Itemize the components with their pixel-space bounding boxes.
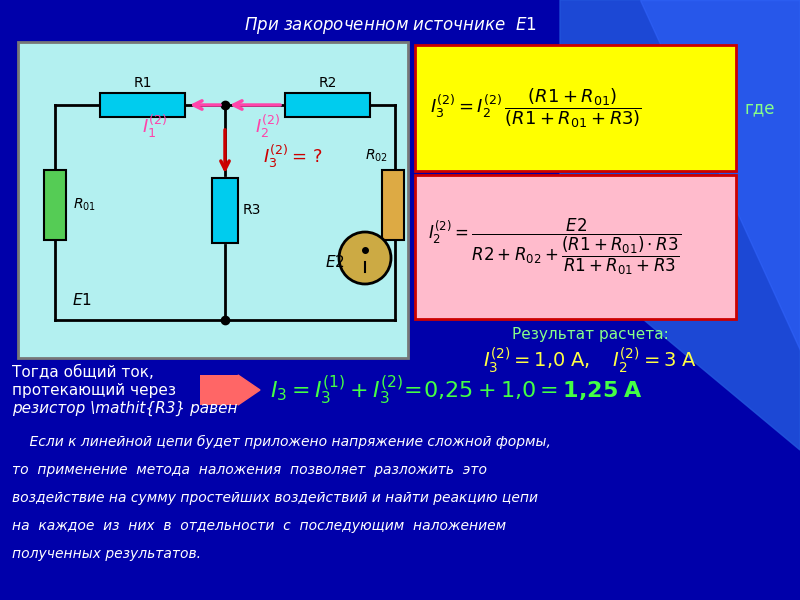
Text: $E1$: $E1$ bbox=[72, 292, 92, 308]
Text: на  каждое  из  них  в  отдельности  с  последующим  наложением: на каждое из них в отдельности с последу… bbox=[12, 519, 506, 533]
Text: $\mathit{I}_3^{(2)} = 1{,}0\;\mathrm{А},\quad \mathit{I}_2^{(2)} = 3\;\mathrm{А}: $\mathit{I}_3^{(2)} = 1{,}0\;\mathrm{А},… bbox=[483, 345, 697, 375]
FancyBboxPatch shape bbox=[382, 170, 404, 240]
Text: резистор \mathit{R3} равен: резистор \mathit{R3} равен bbox=[12, 400, 238, 416]
Text: $\mathit{I}_1^{(2)}$: $\mathit{I}_1^{(2)}$ bbox=[142, 113, 168, 140]
Text: $R_{01}$: $R_{01}$ bbox=[73, 197, 96, 213]
FancyBboxPatch shape bbox=[212, 178, 238, 243]
Text: $I_2^{(2)} = \dfrac{E2}{R2+R_{02}+\dfrac{(R1+R_{01})\cdot R3}{R1+R_{01}+R3}}$: $I_2^{(2)} = \dfrac{E2}{R2+R_{02}+\dfrac… bbox=[428, 217, 682, 277]
Text: воздействие на сумму простейших воздействий и найти реакцию цепи: воздействие на сумму простейших воздейст… bbox=[12, 491, 538, 505]
FancyBboxPatch shape bbox=[100, 93, 185, 117]
Text: протекающий через: протекающий через bbox=[12, 383, 176, 397]
FancyBboxPatch shape bbox=[200, 375, 238, 405]
Text: R2: R2 bbox=[318, 76, 337, 90]
Text: Результат расчета:: Результат расчета: bbox=[512, 328, 668, 343]
Text: R1: R1 bbox=[134, 76, 152, 90]
FancyBboxPatch shape bbox=[285, 93, 370, 117]
Polygon shape bbox=[238, 375, 260, 405]
Text: $\mathit{I}_2^{(2)}$: $\mathit{I}_2^{(2)}$ bbox=[255, 113, 281, 140]
FancyBboxPatch shape bbox=[18, 42, 408, 358]
Text: $E2$: $E2$ bbox=[325, 254, 345, 270]
Polygon shape bbox=[560, 0, 800, 450]
FancyBboxPatch shape bbox=[415, 175, 736, 319]
Text: Тогда общий ток,: Тогда общий ток, bbox=[12, 364, 154, 380]
Text: При закороченном источнике  $E1$: При закороченном источнике $E1$ bbox=[244, 14, 536, 35]
Text: Если к линейной цепи будет приложено напряжение сложной формы,: Если к линейной цепи будет приложено нап… bbox=[12, 435, 551, 449]
FancyBboxPatch shape bbox=[415, 45, 736, 171]
Text: полученных результатов.: полученных результатов. bbox=[12, 547, 201, 561]
Polygon shape bbox=[640, 0, 800, 350]
Text: то  применение  метода  наложения  позволяет  разложить  это: то применение метода наложения позволяет… bbox=[12, 463, 487, 477]
Text: $\mathit{I}_3 = \mathit{I}_3^{(1)} + \mathit{I}_3^{(2)}\!=\!0{,}25 + 1{,}0 = \ma: $\mathit{I}_3 = \mathit{I}_3^{(1)} + \ma… bbox=[270, 374, 643, 406]
Text: R3: R3 bbox=[243, 203, 262, 217]
Text: $I_3^{(2)} = I_2^{(2)}\,\dfrac{(R1+R_{01})}{(R1+R_{01}+R3)}$: $I_3^{(2)} = I_2^{(2)}\,\dfrac{(R1+R_{01… bbox=[430, 86, 642, 130]
FancyBboxPatch shape bbox=[44, 170, 66, 240]
Text: $\mathit{I}_3^{(2)}{=}\,?$: $\mathit{I}_3^{(2)}{=}\,?$ bbox=[263, 143, 323, 170]
Text: где: где bbox=[745, 99, 775, 117]
Text: $R_{02}$: $R_{02}$ bbox=[366, 148, 389, 164]
Circle shape bbox=[339, 232, 391, 284]
